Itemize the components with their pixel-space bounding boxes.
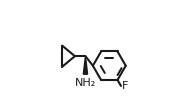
Text: NH₂: NH₂: [75, 78, 96, 88]
Text: F: F: [122, 81, 128, 91]
Polygon shape: [83, 56, 88, 74]
